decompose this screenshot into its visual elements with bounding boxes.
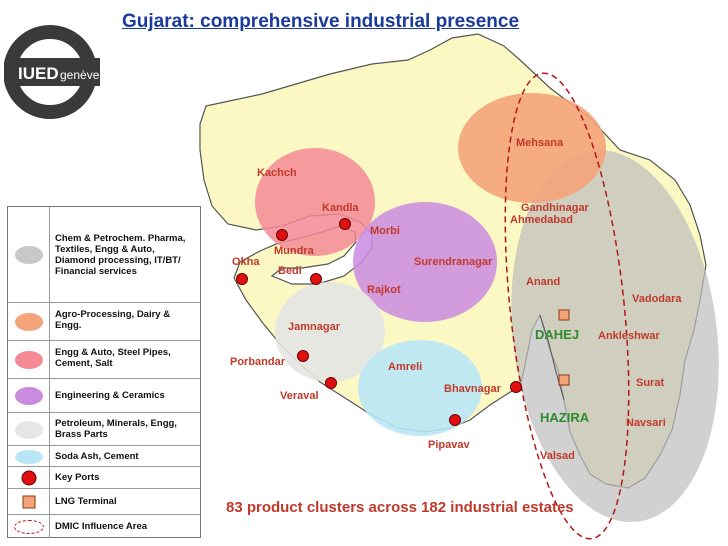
lng-dahej xyxy=(558,309,570,321)
port-veraval xyxy=(325,377,337,389)
legend-row-lng: LNG Terminal xyxy=(8,488,200,515)
legend-label: Key Ports xyxy=(55,472,100,483)
legend-row-soda: Soda Ash, Cement xyxy=(8,445,200,467)
port-porbandar xyxy=(297,350,309,362)
legend-row-engg-ceramics: Engineering & Ceramics xyxy=(8,378,200,413)
legend-row-engg-auto: Engg & Auto, Steel Pipes, Cement, Salt xyxy=(8,340,200,379)
swatch-lng-square xyxy=(22,495,35,509)
swatch-purple-ellipse xyxy=(14,387,43,405)
legend-row-chem: Chem & Petrochem. Pharma, Textiles, Engg… xyxy=(8,207,200,302)
legend-label: Petroleum, Minerals, Engg, Brass Parts xyxy=(55,418,177,440)
label-anand: Anand xyxy=(526,276,560,288)
label-mehsana: Mehsana xyxy=(516,137,564,149)
label-ahmedabad: Ahmedabad xyxy=(510,214,573,226)
legend-label: Agro-Processing, Dairy & Engg. xyxy=(55,309,171,331)
label-navsari: Navsari xyxy=(626,417,666,429)
label-gandhinagar: Gandhinagar xyxy=(521,202,590,214)
cluster-grey-ellipse xyxy=(511,149,719,523)
svg-text:IUED: IUED xyxy=(18,64,59,83)
label-vadodara: Vadodara xyxy=(632,293,682,305)
iued-logo: IUED genève xyxy=(3,12,116,124)
swatch-lightblue-ellipse xyxy=(14,449,43,464)
port-okha xyxy=(236,273,248,285)
legend-label: Engg & Auto, Steel Pipes, Cement, Salt xyxy=(55,347,171,369)
legend-label: DMIC Influence Area xyxy=(55,521,148,532)
cluster-orange-ellipse xyxy=(458,93,606,203)
legend-row-petroleum: Petroleum, Minerals, Engg, Brass Parts xyxy=(8,412,200,446)
legend-label: LNG Terminal xyxy=(55,496,117,507)
swatch-lightgrey-ellipse xyxy=(14,420,43,439)
legend-panel: Chem & Petrochem. Pharma, Textiles, Engg… xyxy=(7,206,201,538)
label-okha: Okha xyxy=(232,256,260,268)
swatch-dashed-ellipse xyxy=(13,519,44,534)
swatch-grey-ellipse xyxy=(14,245,43,264)
label-kandla: Kandla xyxy=(322,202,360,214)
svg-text:genève: genève xyxy=(60,68,100,82)
label-porbandar: Porbandar xyxy=(230,356,286,368)
legend-label: Engineering & Ceramics xyxy=(55,390,165,401)
port-bhavnagar xyxy=(510,381,522,393)
label-hazira: HAZIRA xyxy=(540,410,590,425)
legend-label: Soda Ash, Cement xyxy=(55,451,139,462)
swatch-pink-ellipse xyxy=(14,351,43,369)
label-mundra: Mundra xyxy=(274,245,315,257)
port-mundra xyxy=(276,229,288,241)
label-bhavnagar: Bhavnagar xyxy=(444,383,502,395)
summary-note: 83 product clusters across 182 industria… xyxy=(226,499,574,516)
port-pipavav xyxy=(449,414,461,426)
dmic-influence-ellipse xyxy=(504,72,630,540)
label-surat: Surat xyxy=(636,377,664,389)
gulf-khambhat xyxy=(539,314,565,401)
label-rajkot: Rajkot xyxy=(367,284,401,296)
legend-row-agro: Agro-Processing, Dairy & Engg. xyxy=(8,302,200,341)
legend-row-ports: Key Ports xyxy=(8,466,200,489)
cluster-lightblue-ellipse xyxy=(358,340,482,436)
lng-hazira xyxy=(558,374,570,386)
label-surendranagar: Surendranagar xyxy=(414,256,493,268)
cluster-purple-ellipse xyxy=(353,202,497,322)
label-morbi: Morbi xyxy=(370,225,400,237)
swatch-port-dot xyxy=(21,470,36,486)
legend-label: Chem & Petrochem. Pharma, Textiles, Engg… xyxy=(55,233,186,277)
label-valsad: Valsad xyxy=(540,450,575,462)
page-title: Gujarat: comprehensive industrial presen… xyxy=(122,11,520,32)
label-amreli: Amreli xyxy=(388,361,422,373)
label-bedi: Bedi xyxy=(278,265,302,277)
swatch-orange-ellipse xyxy=(14,313,43,331)
port-bedi xyxy=(310,273,322,285)
label-ankleshwar: Ankleshwar xyxy=(598,330,660,342)
legend-row-dmic: DMIC Influence Area xyxy=(8,514,200,538)
label-kachch: Kachch xyxy=(257,167,297,179)
label-jamnagar: Jamnagar xyxy=(288,321,341,333)
port-kandla xyxy=(339,218,351,230)
label-veraval: Veraval xyxy=(280,390,319,402)
label-pipavav: Pipavav xyxy=(428,439,470,451)
label-dahej: DAHEJ xyxy=(535,327,579,342)
